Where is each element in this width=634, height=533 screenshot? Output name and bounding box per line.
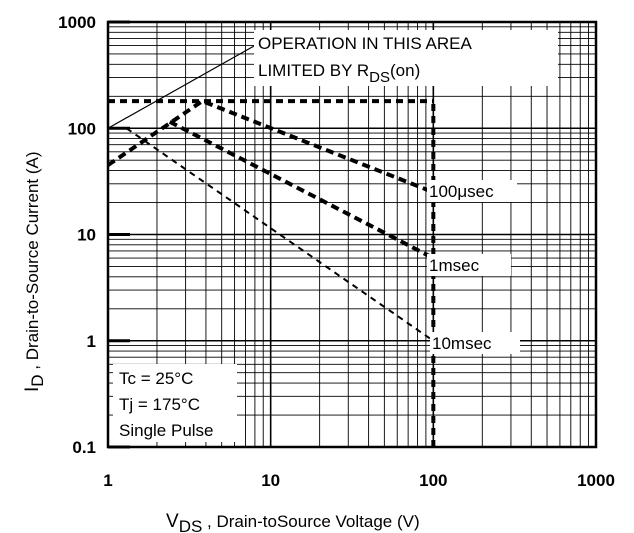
conditions-bg <box>113 364 237 442</box>
series-label-100usec: 100μsec <box>429 182 494 201</box>
x-tick-label: 100 <box>419 471 447 490</box>
tick-labels: 1 10 100 1000 1000 100 10 1 0.1 <box>58 13 615 490</box>
x-axis-label: VDS , Drain-toSource Voltage (V) <box>166 511 420 533</box>
condition-pulse: Single Pulse <box>119 421 214 440</box>
plot-frame <box>106 20 598 449</box>
series-line-100usec <box>106 98 435 195</box>
rds-annotation-bg <box>254 30 558 86</box>
y-tick-label: 1000 <box>58 13 96 32</box>
y-tick-label: 100 <box>68 119 96 138</box>
label-bg-10ms <box>430 332 520 354</box>
rds-annotation-line1: OPERATION IN THIS AREA <box>258 34 472 53</box>
y-tick-label: 1 <box>87 332 96 351</box>
y-tick-label: 0.1 <box>72 438 96 457</box>
series-label-1msec: 1msec <box>429 256 480 275</box>
series-label-10msec: 10msec <box>432 334 492 353</box>
rds-on-limit-line <box>107 45 255 129</box>
label-bg-1ms <box>427 254 511 276</box>
series-line-10msec <box>125 127 434 342</box>
y-axis-label: ID , Drain-to-Source Current (A) <box>22 151 47 392</box>
rds-annotation-line2: LIMITED BY RDS(on) <box>258 61 420 86</box>
x-tick-label: 1000 <box>577 471 615 490</box>
y-tick-label: 10 <box>77 226 96 245</box>
x-tick-label: 10 <box>261 471 280 490</box>
x-tick-label: 1 <box>103 471 112 490</box>
grid <box>107 20 596 449</box>
condition-tc: Tc = 25°C <box>119 369 193 388</box>
label-bg-100us <box>427 180 517 202</box>
series-line-1msec <box>168 120 435 260</box>
condition-tj: Tj = 175°C <box>119 395 200 414</box>
